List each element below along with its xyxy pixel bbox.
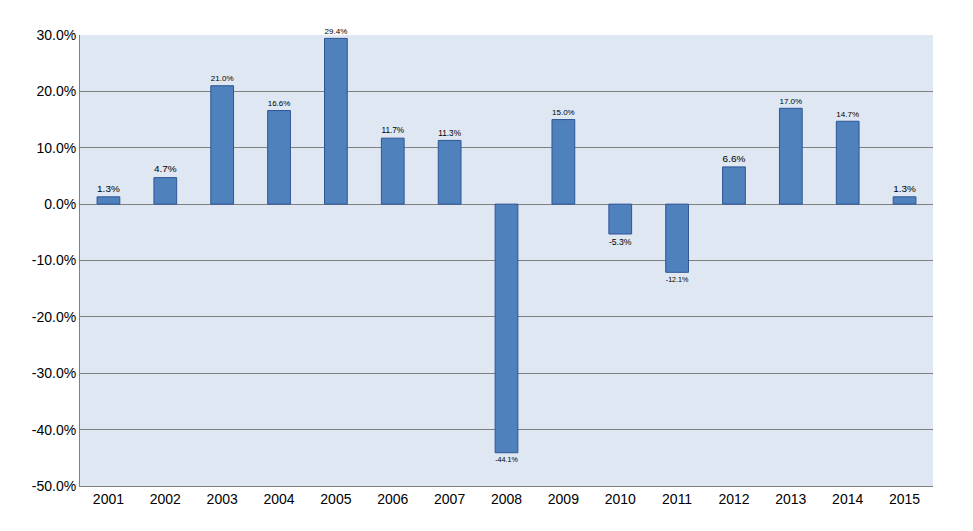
svg-text:11.7%: 11.7%	[381, 126, 404, 135]
svg-text:30.0%: 30.0%	[36, 27, 76, 43]
svg-text:0.0%: 0.0%	[44, 196, 76, 212]
svg-text:21.0%: 21.0%	[211, 74, 234, 83]
svg-text:29.4%: 29.4%	[325, 27, 348, 36]
svg-text:2007: 2007	[434, 491, 465, 507]
svg-text:2013: 2013	[775, 491, 806, 507]
svg-text:2012: 2012	[718, 491, 749, 507]
svg-text:1.3%: 1.3%	[97, 183, 120, 194]
svg-text:2014: 2014	[832, 491, 863, 507]
svg-text:2001: 2001	[93, 491, 124, 507]
svg-text:-5.3%: -5.3%	[609, 237, 632, 247]
svg-text:6.6%: 6.6%	[723, 153, 746, 164]
svg-text:2006: 2006	[377, 491, 408, 507]
svg-text:2004: 2004	[263, 491, 294, 507]
svg-text:2008: 2008	[491, 491, 522, 507]
svg-text:2003: 2003	[207, 491, 238, 507]
svg-text:2015: 2015	[889, 491, 920, 507]
svg-text:10.0%: 10.0%	[36, 140, 76, 156]
svg-text:2010: 2010	[605, 491, 636, 507]
svg-text:14.7%: 14.7%	[836, 110, 859, 119]
svg-text:2011: 2011	[662, 491, 692, 507]
svg-text:2002: 2002	[150, 491, 181, 507]
svg-text:15.0%: 15.0%	[552, 108, 575, 117]
svg-text:17.0%: 17.0%	[779, 97, 802, 106]
svg-text:-10.0%: -10.0%	[32, 252, 76, 268]
svg-text:-12.1%: -12.1%	[666, 276, 689, 284]
svg-text:1.3%: 1.3%	[893, 183, 916, 194]
svg-text:-30.0%: -30.0%	[32, 365, 76, 381]
svg-text:-40.0%: -40.0%	[32, 422, 76, 438]
svg-text:4.7%: 4.7%	[154, 163, 177, 174]
svg-text:20.0%: 20.0%	[36, 83, 76, 99]
svg-text:2005: 2005	[320, 491, 351, 507]
svg-text:2009: 2009	[548, 491, 579, 507]
svg-text:-20.0%: -20.0%	[32, 309, 76, 325]
svg-text:11.3%: 11.3%	[438, 129, 461, 138]
svg-text:-44.1%: -44.1%	[495, 456, 518, 464]
svg-text:16.6%: 16.6%	[268, 99, 291, 108]
svg-text:-50.0%: -50.0%	[32, 478, 76, 494]
